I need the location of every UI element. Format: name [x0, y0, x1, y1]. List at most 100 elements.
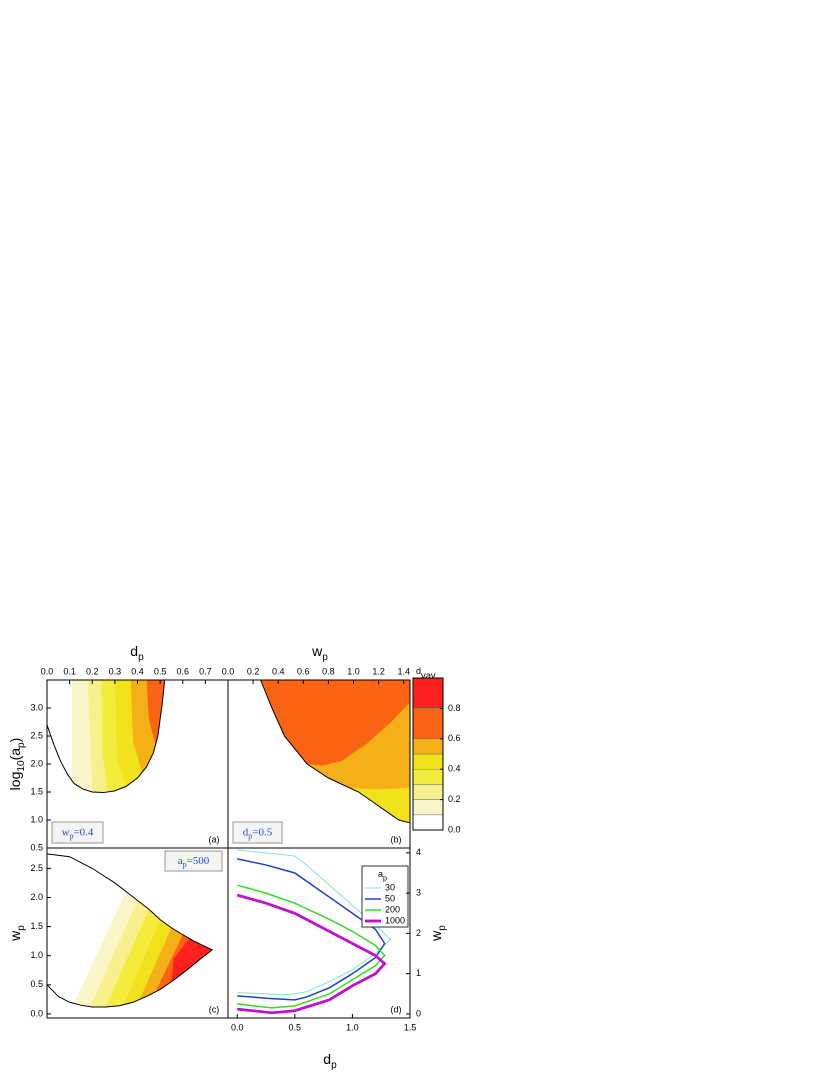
legend-title: ap [378, 869, 387, 882]
panel-label: (d) [391, 1004, 402, 1014]
y-tick-label: 2.0 [30, 892, 43, 902]
annotation-sub: p [248, 831, 252, 840]
y-axis-label-part: w [7, 930, 23, 942]
y-axis-label: log10(ap) [7, 738, 27, 791]
legend-title-part: a [378, 869, 383, 879]
series-line [237, 884, 386, 1009]
x-tick-label: 0.0 [231, 1022, 244, 1032]
y-axis-label-part: log [7, 772, 23, 791]
y-tick-label: 0.5 [30, 979, 43, 989]
x-axis-label-sub: p [322, 652, 328, 663]
x-tick-label: 0.2 [86, 666, 99, 676]
y-axis-label-part: ) [7, 738, 23, 743]
annotation-part: a [178, 855, 183, 867]
colorbar-tick-label: 0.8 [448, 703, 461, 713]
x-tick-label: 1.2 [372, 666, 385, 676]
boundary-curve [46, 853, 214, 1008]
annotation: dp=0.5 [243, 826, 273, 840]
x-axis-label-part: d [130, 643, 138, 659]
x-tick-label: 0.7 [199, 666, 212, 676]
annotation-part: w [62, 826, 70, 838]
x-tick-label: 0.1 [63, 666, 76, 676]
colorbar-band [412, 753, 444, 770]
y-tick-label: 0.0 [30, 1008, 43, 1018]
y-axis-label: wp [7, 925, 27, 942]
legend-title-sub: p [383, 873, 387, 882]
colorbar-band [412, 708, 444, 740]
panel-label: (a) [209, 834, 220, 844]
x-tick-label: 0.0 [41, 666, 54, 676]
colorbar-band [412, 738, 444, 755]
y-tick-label: 1.5 [30, 921, 43, 931]
annotation-part: =500 [187, 855, 210, 867]
y-tick-label: 0.5 [30, 842, 43, 852]
x-tick-label: 0.0 [222, 666, 235, 676]
annotation-box [164, 850, 223, 872]
y-tick-label: 0 [416, 1008, 421, 1018]
y-axis-label-sub: p [437, 925, 448, 931]
y-tick-label: 1.0 [30, 950, 43, 960]
annotation-box [232, 821, 283, 844]
x-tick-label: 1.5 [404, 1022, 417, 1032]
legend-label: 30 [385, 882, 395, 892]
x-tick-label: 0.6 [176, 666, 189, 676]
colorbar-title-part: d [416, 666, 421, 676]
x-tick-label: 0.3 [109, 666, 122, 676]
annotation-part: =0.4 [73, 826, 93, 838]
legend-label: 1000 [385, 915, 405, 925]
y-axis-label-part: w [428, 930, 444, 942]
x-tick-label: 0.6 [297, 666, 310, 676]
colorbar-band [412, 784, 444, 800]
x-axis-label-part: d [323, 1051, 331, 1067]
legend-label: 50 [385, 893, 395, 903]
annotation-box [51, 821, 104, 844]
x-tick-label: 0.2 [247, 666, 260, 676]
y-tick-label: 1.5 [30, 786, 43, 796]
colorbar-tick-label: 0.0 [448, 824, 461, 834]
colorbar-title: dvav [416, 666, 436, 681]
x-axis-label: wp [311, 643, 328, 663]
annotation-part: d [243, 826, 249, 838]
contour-region [171, 938, 213, 982]
x-tick-label: 1.4 [397, 666, 410, 676]
y-tick-label: 2 [416, 928, 421, 938]
panel-label: (c) [209, 1004, 220, 1014]
colorbar-band [412, 814, 444, 831]
y-tick-label: 1 [416, 968, 421, 978]
y-tick-label: 3.0 [30, 702, 43, 712]
y-tick-label: 3 [416, 887, 421, 897]
colorbar-tick-label: 0.2 [448, 794, 461, 804]
x-tick-label: 0.4 [272, 666, 285, 676]
y-tick-label: 2.5 [30, 730, 43, 740]
annotation-sub: p [70, 831, 74, 840]
y-axis-label-part: (a [7, 748, 23, 761]
colorbar-tick-label: 0.4 [448, 764, 461, 774]
colorbar-frame [412, 677, 444, 831]
y-axis-label-sub: 10 [16, 760, 27, 772]
y-tick-label: 2.0 [30, 758, 43, 768]
annotation-sub: p [183, 860, 187, 869]
x-axis-label: dp [323, 1051, 337, 1071]
series-line [236, 893, 387, 1015]
x-tick-label: 0.5 [289, 1022, 302, 1032]
legend-box [361, 865, 409, 928]
colorbar-band [412, 768, 444, 785]
y-tick-label: 4 [416, 847, 421, 857]
boundary-curve [260, 679, 411, 824]
x-axis-label-sub: p [138, 652, 144, 663]
y-axis-label-sub: p [16, 742, 27, 748]
y-axis-label-sub: p [16, 925, 27, 931]
x-axis-label-sub: p [331, 1060, 337, 1071]
colorbar-title-sub: vav [421, 671, 436, 681]
annotation: wp=0.4 [62, 826, 94, 840]
colorbar-tick-label: 0.6 [448, 733, 461, 743]
annotation: ap=500 [178, 855, 210, 869]
x-tick-label: 0.5 [154, 666, 167, 676]
series-line [237, 849, 392, 996]
panel-label: (b) [391, 834, 402, 844]
x-axis-label-part: w [311, 643, 323, 659]
annotation-part: =0.5 [252, 826, 272, 838]
x-tick-label: 0.8 [322, 666, 335, 676]
legend-label: 200 [385, 904, 400, 914]
boundary-curve [46, 679, 166, 794]
